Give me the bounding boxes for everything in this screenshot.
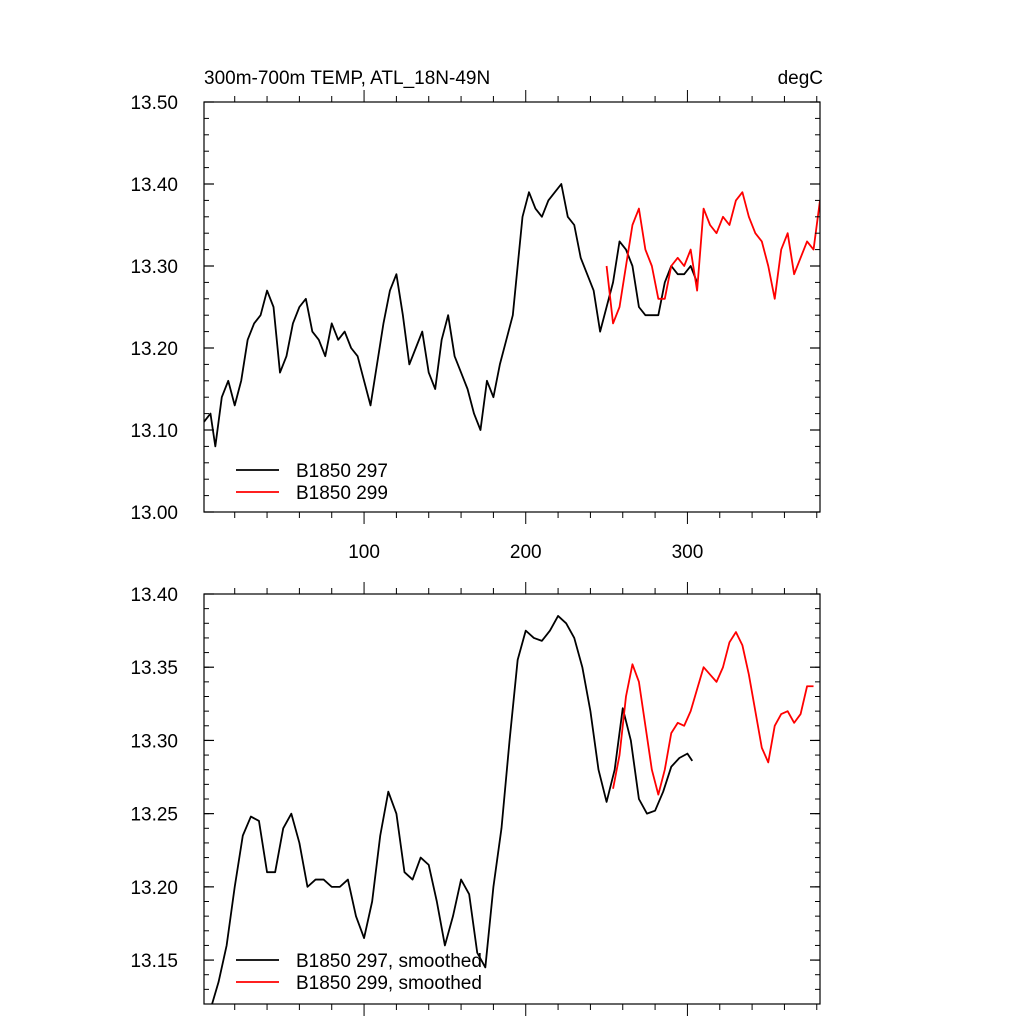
y-tick-label: 13.00 bbox=[130, 503, 178, 524]
x-tick-label: 200 bbox=[510, 542, 542, 563]
y-tick-label: 13.20 bbox=[130, 878, 178, 899]
x-tick-label: 300 bbox=[672, 542, 704, 563]
y-tick-label: 13.30 bbox=[130, 731, 178, 752]
series-line-2 bbox=[612, 631, 814, 796]
y-tick-label: 13.50 bbox=[130, 93, 178, 114]
y-tick-label: 13.10 bbox=[130, 421, 178, 442]
plot-frame bbox=[203, 593, 821, 1005]
legend-label-2: B1850 299, smoothed bbox=[296, 973, 482, 994]
bottom-panel: 13.15 13.20 13.25 13.30 13.35 13.40 B1850 297,… bbox=[130, 582, 821, 1016]
y-tick-label: 13.15 bbox=[130, 951, 178, 972]
y-tick-label: 13.35 bbox=[130, 658, 178, 679]
x-tick-label: 100 bbox=[348, 542, 380, 563]
legend-label-2: B1850 299 bbox=[296, 483, 388, 504]
y-tick-label: 13.40 bbox=[130, 585, 178, 606]
chart-title: 300m-700m TEMP, ATL_18N-49N bbox=[204, 68, 490, 89]
series-line-1 bbox=[204, 183, 698, 448]
legend-label-1: B1850 297, smoothed bbox=[296, 951, 482, 972]
top-panel: 13.00 13.10 13.20 13.30 13.40 13.50 100 200 300 3… bbox=[130, 68, 823, 563]
units-label: degC bbox=[778, 68, 823, 89]
series-line-2 bbox=[605, 191, 820, 325]
legend-label-1: B1850 297 bbox=[296, 461, 388, 482]
y-tick-label: 13.20 bbox=[130, 339, 178, 360]
y-tick-label: 13.25 bbox=[130, 805, 178, 826]
y-tick-label: 13.30 bbox=[130, 257, 178, 278]
series-line-1 bbox=[211, 615, 694, 1004]
plot-frame bbox=[203, 101, 821, 513]
y-tick-label: 13.40 bbox=[130, 175, 178, 196]
